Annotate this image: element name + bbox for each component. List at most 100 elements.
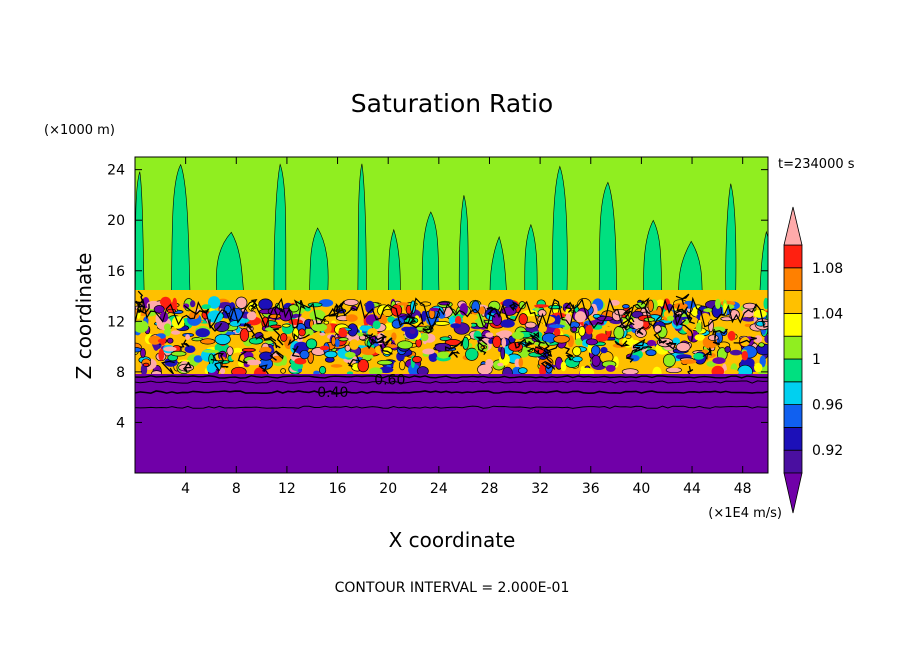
mixed-cell-739	[613, 326, 625, 340]
mixed-contour-41	[532, 331, 545, 344]
x-unit-label: (×1E4 m/s)	[708, 506, 782, 521]
dry-contour-0	[135, 375, 768, 379]
mixed-cell-820	[421, 310, 427, 322]
plume-13	[643, 219, 663, 309]
mixed-contour-11	[214, 361, 229, 371]
mixed-cell-211	[214, 342, 230, 353]
mixed-cell-763	[245, 359, 262, 366]
mixed-contour-13	[291, 345, 300, 358]
y-tick-label-12: 12	[107, 314, 125, 330]
mixed-contour-4	[475, 336, 488, 346]
mixed-cell-703	[534, 307, 539, 312]
mixed-cell-844	[574, 311, 587, 323]
mixed-cell-471	[190, 300, 196, 308]
mixed-contour-22	[712, 328, 728, 335]
mixed-cell-404	[465, 347, 479, 361]
y-tick-label-20: 20	[107, 213, 125, 229]
mixed-cell-805	[605, 364, 616, 372]
mixed-contour-37	[135, 300, 145, 314]
mixed-contour-2	[243, 322, 256, 338]
mixed-cell-849	[572, 356, 583, 363]
plot-frame	[134, 156, 769, 474]
mixed-cell-824	[153, 305, 165, 314]
mixed-contour-46	[362, 333, 385, 344]
mixed-cell-69	[706, 361, 716, 367]
mixed-cell-829	[724, 346, 731, 353]
mixed-contour-52	[255, 334, 277, 342]
mixed-cell-789	[645, 349, 657, 357]
mixed-cell-616	[398, 360, 406, 371]
mixed-cell-679	[500, 346, 506, 360]
colorbar-swatch-2	[783, 404, 803, 428]
colorbar-swatch-5	[783, 335, 803, 360]
mixed-cell-347	[672, 337, 680, 345]
time-label: t=234000 s	[778, 157, 855, 172]
mixed-cell-834	[297, 368, 302, 373]
mixed-contour-65	[632, 346, 653, 354]
mixed-cell-427	[184, 345, 196, 354]
mixed-contour-5	[679, 319, 694, 341]
mixed-cell-663	[518, 357, 524, 368]
contour-label-040: 0.40	[317, 385, 348, 401]
mixed-cell-833	[715, 298, 721, 309]
mixed-cell-512	[539, 364, 547, 377]
mixed-cell-869	[741, 350, 748, 361]
mixed-cell-759	[206, 363, 217, 374]
mixed-cell-253	[589, 319, 605, 327]
mixed-cell-149	[764, 335, 768, 344]
mixed-cell-675	[694, 334, 705, 341]
mixed-cell-810	[396, 302, 409, 306]
mixed-cell-519	[207, 296, 221, 309]
mixed-contour-56	[448, 350, 461, 358]
dry-contour-1	[135, 380, 768, 384]
mixed-contour-62	[333, 303, 339, 312]
mixed-cell-433	[502, 299, 515, 308]
mixed-cell-866	[491, 313, 502, 326]
mixed-cell-361	[466, 362, 472, 374]
y-tick-label-4: 4	[116, 415, 125, 431]
mixed-cell-842	[142, 362, 150, 367]
mixed-cell-721	[556, 314, 561, 325]
mixed-cell-830	[170, 350, 187, 357]
mixed-cell-847	[305, 338, 318, 350]
mixed-cell-845	[492, 335, 502, 348]
mixed-contour-10	[477, 341, 487, 355]
mixed-cell-859	[742, 302, 757, 310]
y-tick-label-16: 16	[107, 264, 125, 280]
chart-title: Saturation Ratio	[351, 89, 553, 118]
mixed-cell-772	[693, 353, 705, 360]
mixed-cell-118	[185, 334, 191, 340]
colorbar-swatch-1	[783, 426, 803, 451]
mixed-cell-878	[433, 321, 450, 326]
mixed-contour-54	[514, 341, 530, 349]
plume-11	[552, 165, 568, 309]
mixed-cell-713	[625, 334, 632, 339]
x-tick-label-24: 24	[430, 481, 448, 497]
colorbar-swatch-4	[783, 358, 803, 383]
mixed-contour-28	[543, 343, 559, 357]
mixed-cell-860	[294, 357, 307, 365]
mixed-cell-553	[686, 328, 694, 337]
mixed-cell-618	[226, 346, 234, 356]
x-tick-label-48: 48	[734, 481, 752, 497]
mixed-contour-1	[622, 306, 635, 326]
mixed-cell-151	[319, 366, 327, 375]
mixed-cell-660	[157, 338, 166, 343]
mixed-cell-593	[148, 335, 162, 345]
mixed-cell-506	[344, 344, 351, 352]
mixed-cell-793	[742, 307, 754, 318]
mixed-cell-798	[462, 336, 470, 350]
colorbar-label-4: 1.08	[812, 261, 843, 277]
colorbar-swatch-9	[783, 244, 803, 269]
plume-3	[273, 163, 287, 309]
mixed-cell-543	[166, 308, 177, 314]
mixed-cell-594	[495, 332, 507, 336]
mixed-cell-893	[479, 306, 485, 315]
mixed-cell-578	[172, 297, 177, 308]
mixed-contour-59	[632, 338, 646, 349]
mixed-cell-892	[401, 326, 413, 332]
mixed-cell-585	[345, 314, 358, 322]
mixed-cell-252	[280, 368, 286, 374]
mixed-contour-7	[614, 340, 630, 348]
